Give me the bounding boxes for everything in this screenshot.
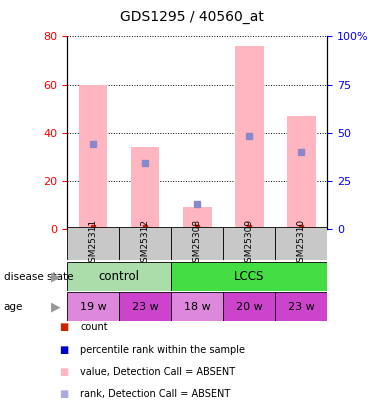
Bar	[275, 292, 327, 321]
Text: ▶: ▶	[51, 300, 61, 313]
Bar	[275, 227, 327, 260]
Bar	[119, 292, 171, 321]
Text: ■: ■	[59, 322, 69, 332]
Bar	[67, 227, 119, 260]
Text: ■: ■	[59, 389, 69, 399]
Text: 23 w: 23 w	[288, 302, 315, 311]
Text: ▶: ▶	[51, 270, 61, 283]
Bar	[223, 227, 275, 260]
Text: 23 w: 23 w	[132, 302, 159, 311]
Text: ■: ■	[59, 345, 69, 354]
Text: control: control	[98, 270, 140, 283]
Text: ■: ■	[59, 367, 69, 377]
Bar	[119, 227, 171, 260]
Text: disease state: disease state	[4, 272, 73, 281]
Text: percentile rank within the sample: percentile rank within the sample	[80, 345, 246, 354]
Bar	[183, 207, 211, 229]
Bar	[171, 227, 223, 260]
Text: GSM25309: GSM25309	[245, 219, 254, 268]
Text: GSM25308: GSM25308	[193, 219, 202, 268]
Text: 19 w: 19 w	[80, 302, 106, 311]
Text: GDS1295 / 40560_at: GDS1295 / 40560_at	[119, 10, 264, 24]
Bar	[223, 292, 275, 321]
Bar	[131, 147, 159, 229]
Text: 18 w: 18 w	[184, 302, 211, 311]
Text: GSM25310: GSM25310	[297, 219, 306, 268]
Text: age: age	[4, 302, 23, 311]
Bar	[79, 85, 107, 229]
Bar	[235, 46, 264, 229]
Text: GSM25312: GSM25312	[141, 219, 150, 268]
Text: rank, Detection Call = ABSENT: rank, Detection Call = ABSENT	[80, 389, 231, 399]
Bar	[67, 292, 119, 321]
Text: 20 w: 20 w	[236, 302, 263, 311]
Text: count: count	[80, 322, 108, 332]
Text: GSM25311: GSM25311	[88, 219, 98, 268]
Text: value, Detection Call = ABSENT: value, Detection Call = ABSENT	[80, 367, 236, 377]
Bar	[171, 292, 223, 321]
Bar	[67, 262, 171, 291]
Bar	[287, 116, 316, 229]
Text: LCCS: LCCS	[234, 270, 265, 283]
Bar	[171, 262, 327, 291]
